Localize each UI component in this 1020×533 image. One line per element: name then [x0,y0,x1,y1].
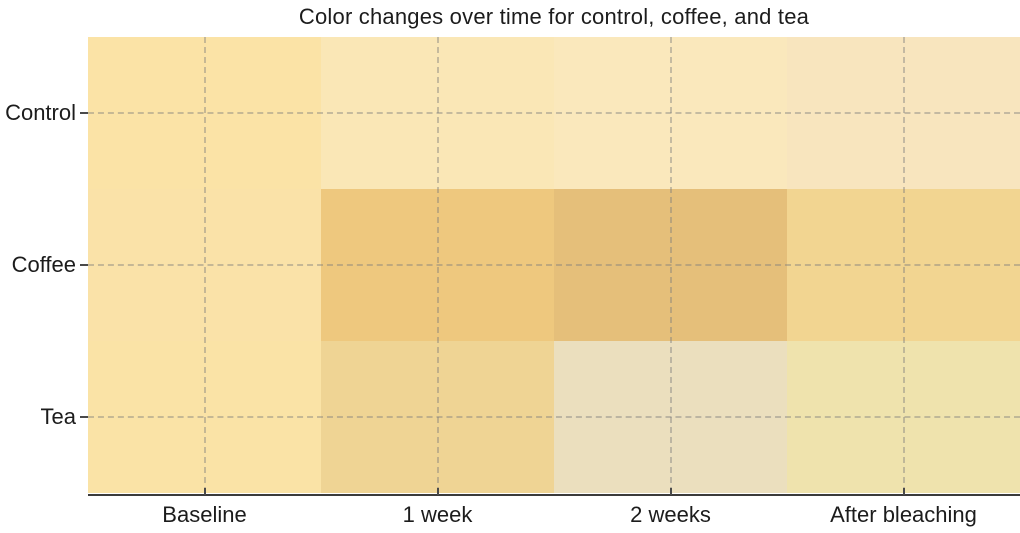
y-axis-label-control: Control [5,100,76,125]
x-axis-line [88,494,1020,496]
y-tick-coffee [80,264,88,266]
x-axis-label-baseline: Baseline [162,502,247,527]
y-axis-label-tea: Tea [40,404,76,429]
cell-coffee-2-weeks [554,188,787,341]
cell-coffee-baseline [88,188,321,341]
x-tick-2-weeks [669,488,672,495]
cell-control-after-bleaching [787,37,1020,189]
cell-tea-2-weeks [554,340,787,493]
vertical-gridline [203,37,206,493]
cell-tea-baseline [88,340,321,493]
horizontal-gridline [88,264,1020,266]
cell-tea-1-week [321,340,554,493]
x-axis-label-2-weeks: 2 weeks [630,502,711,527]
vertical-gridline [669,37,672,493]
cell-coffee-after-bleaching [787,188,1020,341]
x-axis-label-after-bleaching: After bleaching [830,502,977,527]
x-tick-after-bleaching [902,488,905,495]
cell-control-baseline [88,37,321,189]
cell-tea-after-bleaching [787,340,1020,493]
x-tick-baseline [203,488,206,495]
y-axis-label-coffee: Coffee [11,252,76,277]
horizontal-gridline [88,111,1020,114]
chart-title: Color changes over time for control, cof… [298,4,810,29]
vertical-gridline [902,37,905,493]
vertical-gridline [436,37,439,493]
plot-area [88,37,1020,493]
cell-control-2-weeks [554,37,787,189]
cell-coffee-1-week [321,188,554,341]
x-axis-label-1-week: 1 week [402,502,473,527]
x-tick-1-week [436,488,439,495]
y-tick-tea [80,416,88,418]
y-tick-control [80,112,88,114]
cell-control-1-week [321,37,554,189]
horizontal-gridline [88,416,1020,418]
